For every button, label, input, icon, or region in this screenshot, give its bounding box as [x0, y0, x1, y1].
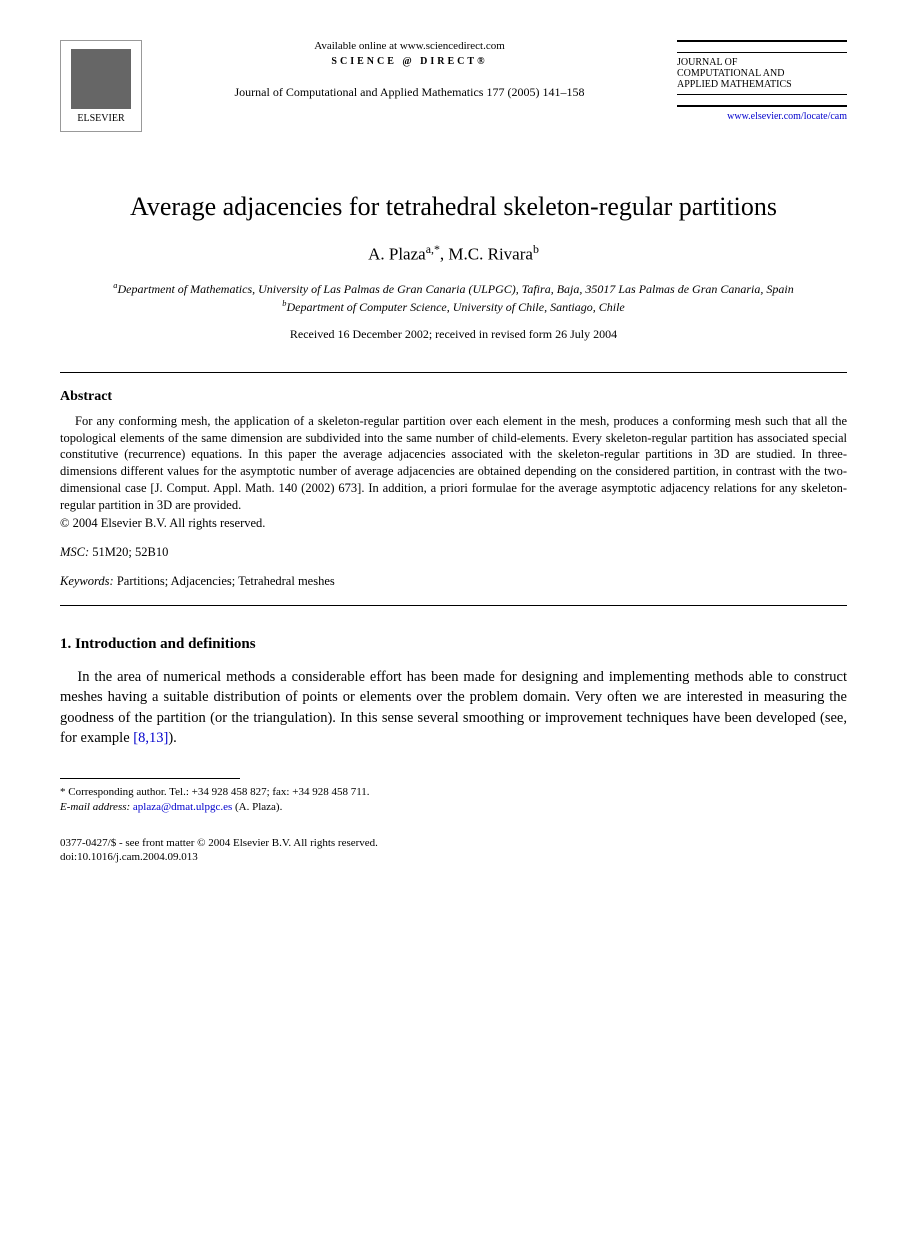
section-1-body: In the area of numerical methods a consi…	[60, 667, 847, 748]
author-1-corr: *	[434, 242, 440, 256]
affiliation-b: bDepartment of Computer Science, Univers…	[60, 299, 847, 315]
journal-name-block: JOURNAL OF COMPUTATIONAL AND APPLIED MAT…	[677, 40, 847, 122]
authors: A. Plazaa,*, M.C. Rivarab	[60, 242, 847, 265]
journal-reference: Journal of Computational and Applied Mat…	[162, 85, 657, 100]
header-center: Available online at www.sciencedirect.co…	[142, 40, 677, 100]
keywords-line: Keywords: Partitions; Adjacencies; Tetra…	[60, 574, 847, 589]
affiliation-a: aDepartment of Mathematics, University o…	[60, 281, 847, 297]
author-email[interactable]: aplaza@dmat.ulpgc.es	[133, 801, 232, 813]
journal-name-line3: APPLIED MATHEMATICS	[677, 79, 847, 90]
keywords-label: Keywords:	[60, 574, 114, 588]
doi-line: doi:10.1016/j.cam.2004.09.013	[60, 850, 847, 864]
affiliation-a-text: Department of Mathematics, University of…	[117, 282, 793, 296]
corresponding-author-footnote: * Corresponding author. Tel.: +34 928 45…	[60, 785, 847, 800]
received-dates: Received 16 December 2002; received in r…	[60, 327, 847, 342]
journal-name-line1: JOURNAL OF	[677, 57, 847, 68]
header-row: ELSEVIER Available online at www.science…	[60, 40, 847, 132]
msc-line: MSC: 51M20; 52B10	[60, 545, 847, 560]
journal-name-line2: COMPUTATIONAL AND	[677, 68, 847, 79]
email-suffix: (A. Plaza).	[235, 801, 282, 813]
paper-title: Average adjacencies for tetrahedral skel…	[60, 192, 847, 222]
journal-name-box: JOURNAL OF COMPUTATIONAL AND APPLIED MAT…	[677, 40, 847, 107]
rule-after-keywords	[60, 605, 847, 606]
science-direct-logo: SCIENCE @ DIRECT®	[162, 56, 657, 67]
front-matter-line: 0377-0427/$ - see front matter © 2004 El…	[60, 836, 847, 850]
author-2-affil: b	[533, 242, 539, 256]
abstract-body: For any conforming mesh, the application…	[60, 413, 847, 514]
author-1-affil: a,	[426, 242, 434, 256]
intro-text-2: ).	[168, 730, 176, 746]
keywords-list: Partitions; Adjacencies; Tetrahedral mes…	[117, 574, 335, 588]
ref-8-13[interactable]: [8,13]	[133, 730, 168, 746]
author-2: M.C. Rivara	[448, 245, 533, 264]
abstract-heading: Abstract	[60, 389, 847, 405]
elsevier-tree-icon	[71, 49, 131, 109]
publisher-logo: ELSEVIER	[60, 40, 142, 132]
msc-codes: 51M20; 52B10	[92, 545, 168, 559]
affiliation-b-text: Department of Computer Science, Universi…	[286, 300, 624, 314]
author-1: A. Plaza	[368, 245, 426, 264]
abstract-copyright: © 2004 Elsevier B.V. All rights reserved…	[60, 516, 847, 531]
msc-label: MSC:	[60, 545, 89, 559]
available-online: Available online at www.sciencedirect.co…	[162, 40, 657, 52]
rule-before-abstract	[60, 372, 847, 373]
intro-text-1: In the area of numerical methods a consi…	[60, 669, 847, 746]
bottom-info: 0377-0427/$ - see front matter © 2004 El…	[60, 836, 847, 865]
section-1-heading: 1. Introduction and definitions	[60, 636, 847, 653]
publisher-name: ELSEVIER	[77, 113, 124, 124]
footnote-rule	[60, 778, 240, 779]
email-footnote: E-mail address: aplaza@dmat.ulpgc.es (A.…	[60, 800, 847, 815]
journal-url[interactable]: www.elsevier.com/locate/cam	[677, 111, 847, 122]
email-label: E-mail address:	[60, 801, 130, 813]
